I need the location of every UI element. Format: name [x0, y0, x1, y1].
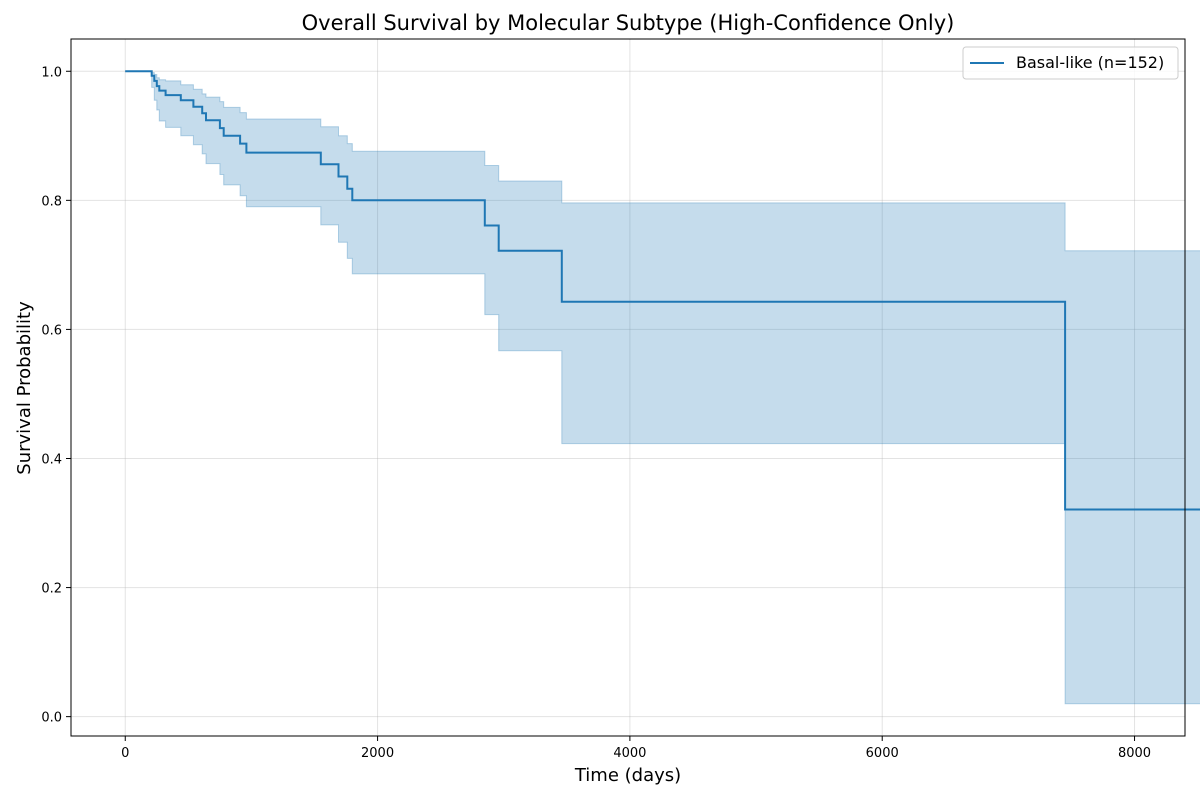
confidence-band	[125, 70, 1200, 705]
y-tick-label: 0.2	[41, 582, 62, 597]
x-tick-label: 6000	[866, 746, 899, 761]
legend-box	[962, 46, 1179, 80]
y-tick-label: 0.8	[41, 194, 62, 209]
y-axis-label: Survival Probability	[14, 301, 35, 475]
y-tick-label: 0.4	[41, 452, 62, 467]
x-tick-label: 0	[121, 746, 129, 761]
chart-title: Overall Survival by Molecular Subtype (H…	[302, 11, 955, 35]
x-tick-label: 4000	[613, 746, 646, 761]
confidence-bands	[125, 70, 1200, 705]
x-axis-ticks: 0 2000 4000 6000 8000	[121, 736, 1151, 761]
legend: Basal-like (n=152)	[962, 46, 1179, 80]
x-tick-label: 2000	[361, 746, 394, 761]
x-axis-label: Time (days)	[574, 765, 681, 786]
survival-curves	[125, 70, 1200, 511]
y-tick-label: 0.6	[41, 323, 62, 338]
y-tick-label: 0.0	[41, 711, 62, 726]
survival-curve	[125, 70, 1200, 511]
plot-frame	[70, 38, 1186, 737]
y-axis-ticks: 0.0 0.2 0.4 0.6 0.8 1.0	[41, 65, 71, 726]
legend-label: Basal-like (n=152)	[1016, 53, 1164, 72]
y-tick-label: 1.0	[41, 65, 62, 80]
x-tick-label: 8000	[1118, 746, 1151, 761]
